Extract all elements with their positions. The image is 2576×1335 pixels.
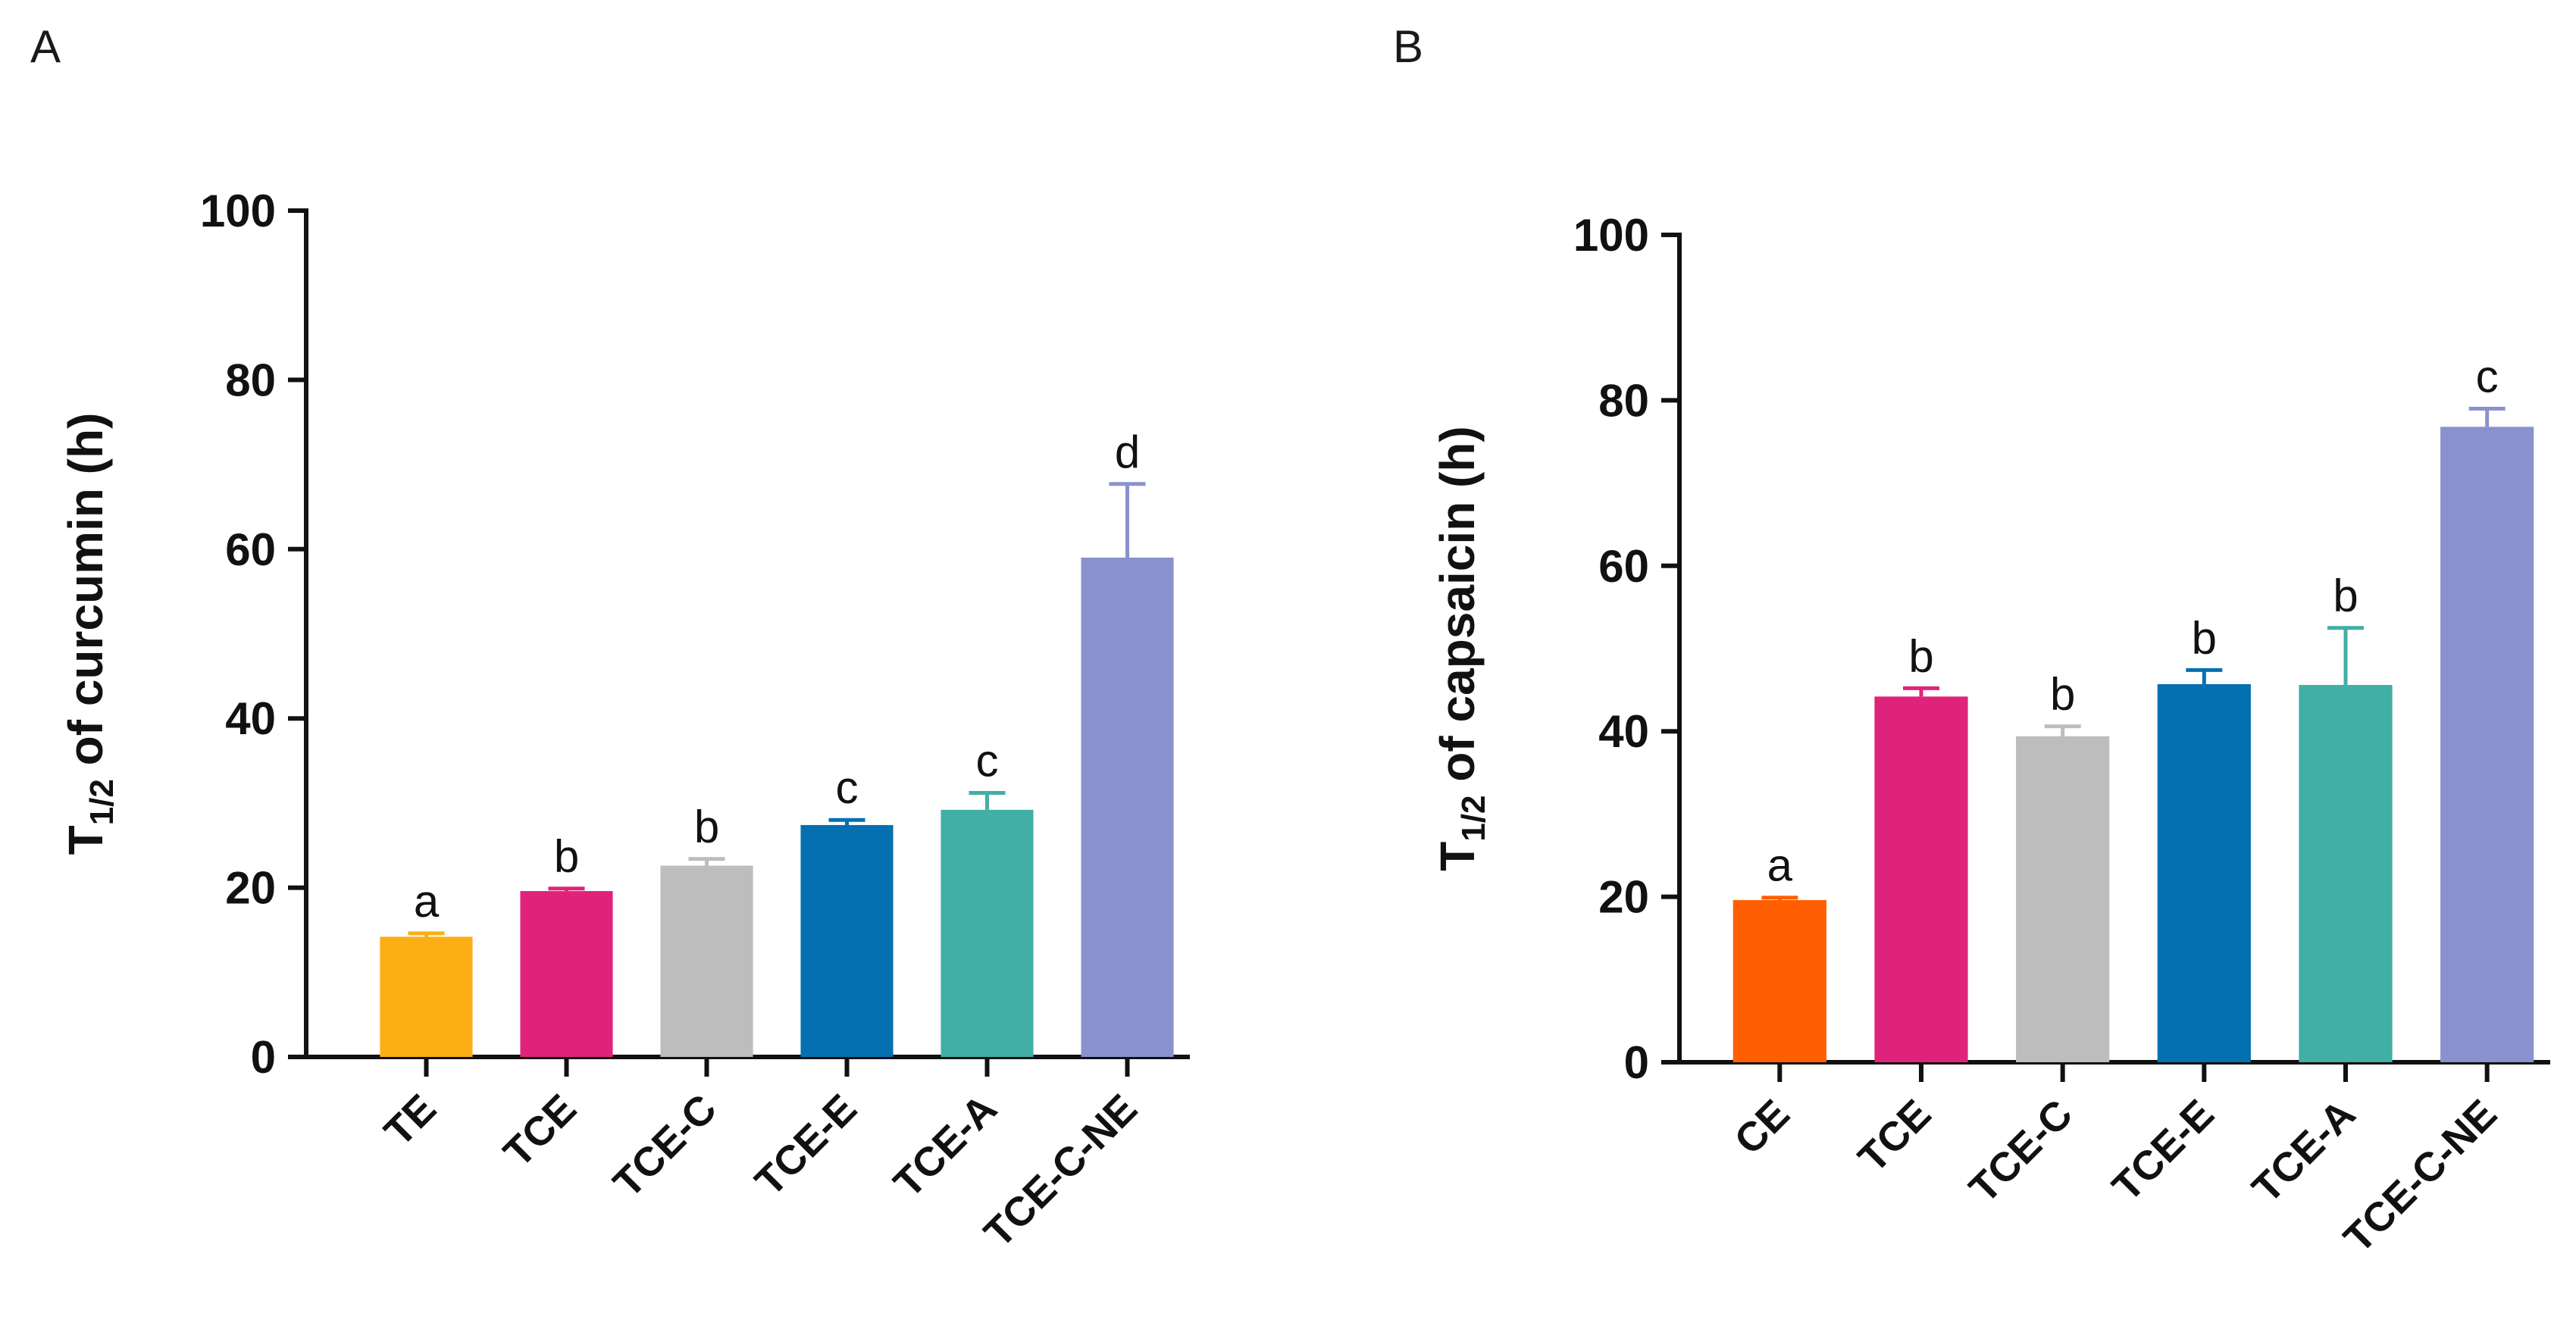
x-tick-label: TCE-C-NE (2335, 1091, 2506, 1262)
significance-label: a (1767, 840, 1793, 891)
bar-tce-c-ne (2440, 427, 2534, 1062)
y-tick-label: 60 (225, 524, 276, 575)
x-tick-label: TCE (495, 1086, 585, 1176)
significance-label: c (976, 735, 999, 786)
chart-a: 0 20 40 60 80 100 T1/2 of curcumin (h) a TE b TCE b… (58, 186, 1190, 1256)
y-tick-label: 40 (225, 693, 276, 744)
y-tick-label: 20 (225, 863, 276, 914)
y-tick-label: 80 (1598, 375, 1649, 426)
x-tick-label: TCE (1850, 1091, 1940, 1181)
x-tick-label: TCE-A (885, 1086, 1006, 1206)
significance-label: a (414, 876, 440, 927)
panel-label-a: A (30, 21, 61, 72)
y-axis-label: T1/2 of curcumin (h) (58, 413, 121, 855)
significance-label: b (2050, 669, 2075, 720)
panel-label-b: B (1393, 21, 1423, 72)
significance-label: b (2333, 571, 2358, 621)
bar-tce-c-ne (1081, 557, 1174, 1057)
x-tick-label: TCE-C (1961, 1091, 2081, 1212)
bar-ce (1732, 899, 1826, 1062)
x-tick-label: TCE-E (747, 1086, 865, 1205)
bar-tce-e (800, 824, 894, 1057)
x-tick-label: TE (376, 1086, 445, 1155)
y-tick-label: 20 (1598, 872, 1649, 923)
bar-tce-e (2157, 683, 2251, 1062)
x-tick-label: CE (1726, 1091, 1798, 1163)
x-tick-label: TCE-A (2243, 1091, 2364, 1212)
y-tick-label: 100 (1573, 210, 1649, 261)
y-tick-label: 0 (251, 1032, 276, 1083)
bar-tce-c (2016, 736, 2110, 1062)
x-tick-label: TCE-C-NE (975, 1086, 1146, 1256)
y-tick-label: 0 (1624, 1037, 1649, 1088)
chart-b: 0 20 40 60 80 100 T1/2 of capsaicin (h) a CE b TCE… (1430, 210, 2550, 1262)
x-tick-label: TCE-E (2104, 1091, 2223, 1210)
y-tick-label: 80 (225, 355, 276, 405)
bar-tce-c (660, 865, 753, 1057)
bar-tce-a (2299, 685, 2393, 1062)
significance-label: b (694, 802, 719, 852)
y-tick-label: 100 (200, 186, 276, 236)
x-tick-label: TCE-C (605, 1086, 725, 1206)
bar-tce (1874, 696, 1968, 1062)
significance-label: b (1908, 630, 1933, 681)
y-tick-label: 40 (1598, 706, 1649, 757)
significance-label: c (836, 762, 859, 813)
bar-te (380, 936, 473, 1057)
bar-tce-a (941, 809, 1034, 1057)
significance-label: c (2476, 351, 2499, 402)
significance-label: b (2192, 612, 2217, 663)
bar-tce (520, 891, 613, 1057)
significance-label: d (1115, 427, 1140, 477)
significance-label: b (554, 831, 579, 882)
y-tick-label: 60 (1598, 541, 1649, 592)
y-axis-label: T1/2 of capsaicin (h) (1430, 426, 1492, 871)
